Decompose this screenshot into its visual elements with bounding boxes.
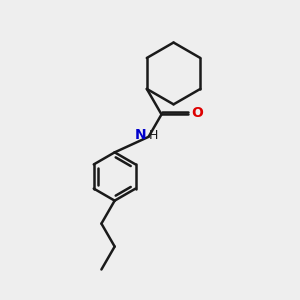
Text: N: N: [135, 128, 146, 142]
Text: H: H: [149, 129, 158, 142]
Text: O: O: [191, 106, 203, 120]
